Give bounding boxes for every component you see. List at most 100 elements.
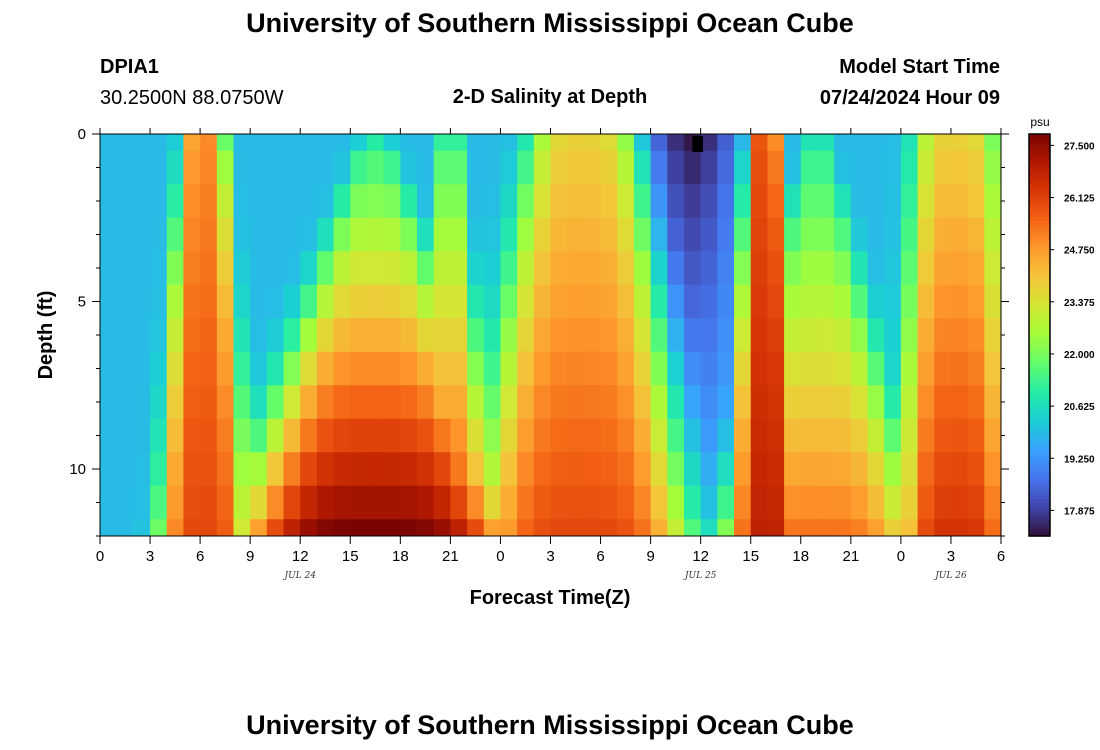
heatmap-cell	[550, 519, 568, 536]
heatmap-cell	[183, 284, 201, 319]
heatmap-cell	[500, 251, 518, 286]
colorbar-segment	[1029, 335, 1050, 339]
colorbar-segment	[1029, 348, 1050, 353]
colorbar-segment	[1029, 304, 1050, 309]
x-tick-label: 6	[596, 548, 604, 565]
heatmap-cell	[350, 284, 368, 319]
colorbar-segment	[1029, 291, 1050, 296]
x-axis-label: Forecast Time(Z)	[470, 587, 631, 609]
x-tick-label: 15	[342, 548, 359, 565]
colorbar-segment	[1029, 308, 1050, 313]
heatmap-cell	[150, 318, 168, 353]
colorbar-segment	[1029, 432, 1050, 437]
heatmap-cell	[667, 418, 685, 453]
heatmap-cell	[900, 217, 919, 252]
colorbar-segment	[1029, 328, 1050, 333]
heatmap-cell	[667, 519, 685, 536]
heatmap-cell	[133, 251, 151, 286]
heatmap-cell	[467, 519, 485, 536]
colorbar-segment	[1029, 351, 1050, 356]
heatmap-cell	[467, 485, 485, 520]
heatmap-cell	[600, 184, 618, 219]
heatmap-cell	[767, 217, 785, 252]
heatmap-cell	[750, 284, 769, 319]
heatmap-cell	[867, 134, 885, 152]
heatmap-cell	[550, 418, 568, 453]
heatmap-cell	[316, 217, 335, 252]
heatmap-cell	[884, 184, 902, 219]
colorbar-segment	[1029, 395, 1050, 400]
heatmap-cell	[950, 184, 969, 219]
heatmap-cell	[683, 251, 702, 286]
colorbar-segment	[1029, 375, 1050, 380]
heatmap-cell	[517, 318, 535, 353]
heatmap-cell	[817, 351, 835, 386]
heatmap-cell	[900, 485, 919, 520]
x-tick-label: 0	[897, 548, 905, 565]
heatmap-cell	[567, 150, 585, 185]
heatmap-cell	[834, 251, 852, 286]
heatmap-cell	[233, 184, 251, 219]
heatmap-cell	[683, 418, 702, 453]
heatmap-cell	[984, 351, 1001, 386]
colorbar: 27.500 26.125 24.750 23.375 22.000 20.625 19.2…	[1028, 115, 1095, 537]
heatmap-cell	[533, 385, 552, 420]
colorbar-segment	[1029, 502, 1050, 507]
heatmap-cell	[467, 385, 485, 420]
heatmap-cell	[817, 184, 835, 219]
heatmap-cell	[216, 134, 235, 152]
heatmap-cell	[216, 217, 235, 252]
heatmap-cell	[834, 184, 852, 219]
heatmap-cell	[366, 284, 385, 319]
heatmap-cell	[817, 385, 835, 420]
heatmap-cell	[633, 150, 652, 185]
heatmap-cell	[517, 134, 535, 152]
x-tick-label: 9	[246, 548, 254, 565]
heatmap-cell	[633, 385, 652, 420]
x-tick-label: 9	[646, 548, 654, 565]
heatmap-cell	[600, 519, 618, 536]
heatmap-cell	[567, 134, 585, 152]
heatmap-cell	[400, 184, 418, 219]
heatmap-cell	[100, 150, 118, 185]
heatmap-cell	[300, 485, 318, 520]
heatmap-cell	[150, 452, 168, 487]
heatmap-cell	[750, 251, 769, 286]
heatmap-cell	[650, 318, 668, 353]
heatmap-cell	[667, 351, 685, 386]
heatmap-cell	[166, 418, 185, 453]
heatmap-cell	[517, 184, 535, 219]
heatmap-cell	[517, 452, 535, 487]
heatmap-cell	[934, 251, 952, 286]
heatmap-cell	[266, 418, 285, 453]
colorbar-segment	[1029, 194, 1050, 199]
heatmap-cell	[283, 217, 301, 252]
heatmap-cell	[350, 385, 368, 420]
heatmap-cell	[400, 351, 418, 386]
colorbar-segment	[1029, 314, 1050, 319]
heatmap-cell	[750, 519, 769, 536]
heatmap-cell	[867, 385, 885, 420]
heatmap-cell	[133, 519, 151, 536]
heatmap-cell	[216, 150, 235, 185]
heatmap-cell	[116, 485, 134, 520]
heatmap-cell	[917, 351, 935, 386]
heatmap-cell	[667, 134, 685, 152]
heatmap-cell	[533, 418, 552, 453]
heatmap-cell	[934, 485, 952, 520]
heatmap-cell	[583, 184, 602, 219]
heatmap-cell	[884, 385, 902, 420]
colorbar-segment	[1029, 525, 1050, 530]
heatmap-cell	[984, 251, 1001, 286]
heatmap-cell	[483, 251, 502, 286]
heatmap-cell	[967, 485, 985, 520]
heatmap-cell	[583, 418, 602, 453]
heatmap-cell	[400, 519, 418, 536]
heatmap-cell	[417, 385, 435, 420]
heatmap-cell	[633, 452, 652, 487]
colorbar-segment	[1029, 207, 1050, 212]
heatmap-cell	[734, 318, 752, 353]
heatmap-cell	[300, 251, 318, 286]
heatmap-cell	[150, 485, 168, 520]
heatmap-cell	[984, 385, 1001, 420]
